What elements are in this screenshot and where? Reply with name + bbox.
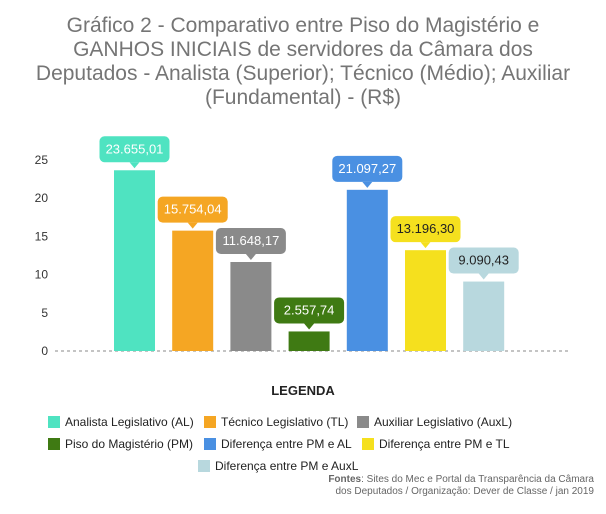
data-label-box xyxy=(215,228,286,255)
legend-label: Auxiliar Legislativo (AuxL) xyxy=(374,415,513,429)
data-label-pointer xyxy=(420,242,431,249)
data-label: 21.097,27 xyxy=(332,155,403,188)
y-tick-label: 0 xyxy=(41,344,48,358)
bar xyxy=(405,250,446,351)
y-tick-label: 10 xyxy=(35,268,49,282)
legend-item: Auxiliar Legislativo (AuxL) xyxy=(357,415,512,429)
data-label: 13.196,30 xyxy=(390,216,461,249)
bar xyxy=(114,170,155,351)
data-label-box xyxy=(332,155,403,182)
source-line2: dos Deputados / Organização: Dever de Cl… xyxy=(335,486,595,497)
legend-label: Técnico Legislativo (TL) xyxy=(221,415,349,429)
data-label: 11.648,17 xyxy=(215,228,286,261)
chart-title-line: (Fundamental) - (R$) xyxy=(204,86,402,109)
data-label-pointer xyxy=(187,222,198,229)
data-label-box xyxy=(274,297,345,324)
legend-item: Técnico Legislativo (TL) xyxy=(204,415,348,429)
legend-swatch xyxy=(204,416,216,428)
legend-swatch xyxy=(362,438,374,450)
legend-swatch xyxy=(204,438,216,450)
legend-label: Analista Legislativo (AL) xyxy=(65,415,194,429)
data-label-pointer xyxy=(478,273,489,280)
data-label-text: 13.196,30 xyxy=(397,221,455,236)
data-label-box xyxy=(390,216,461,243)
legend-item: Analista Legislativo (AL) xyxy=(48,415,194,429)
source-note: Fontes: Sites do Mec e Portal da Transpa… xyxy=(304,474,594,498)
chart-title-line: Gráfico 2 - Comparativo entre Piso do Ma… xyxy=(66,14,540,37)
data-label: 2.557,74 xyxy=(274,297,345,330)
chart-title-line: Deputados - Analista (Superior); Técnico… xyxy=(35,62,571,85)
data-label-pointer xyxy=(245,254,256,261)
data-label-pointer xyxy=(304,323,315,330)
legend-swatch xyxy=(357,416,369,428)
data-label-text: 23.655,01 xyxy=(106,141,164,156)
source-prefix: Fontes xyxy=(328,474,362,485)
y-tick-label: 5 xyxy=(41,306,48,320)
data-label-text: 2.557,74 xyxy=(284,302,335,317)
data-label: 15.754,04 xyxy=(157,196,228,229)
legend-item: Diferença entre PM e AL xyxy=(204,437,352,451)
data-label: 9.090,43 xyxy=(448,247,519,280)
data-label-text: 9.090,43 xyxy=(458,253,509,268)
legend-item: Piso do Magistério (PM) xyxy=(48,437,193,451)
legend-title: LEGENDA xyxy=(271,383,335,398)
bar xyxy=(172,230,214,351)
bar xyxy=(288,331,330,351)
chart-title: Gráfico 2 - Comparativo entre Piso do Ma… xyxy=(0,14,606,110)
legend-item: Diferença entre PM e TL xyxy=(362,437,510,451)
source-line1: : Sites do Mec e Portal da Transparência… xyxy=(361,474,594,485)
legend-swatch xyxy=(48,438,60,450)
data-label-text: 11.648,17 xyxy=(222,233,279,248)
data-label-pointer xyxy=(362,181,373,188)
legend-label: Diferença entre PM e TL xyxy=(379,437,510,451)
bar xyxy=(463,281,505,351)
bar xyxy=(230,262,272,351)
y-tick-label: 20 xyxy=(35,191,49,205)
data-label-text: 21.097,27 xyxy=(338,161,396,176)
data-label-box xyxy=(99,136,170,163)
legend-swatch xyxy=(198,460,210,472)
legend-label: Diferença entre PM e AuxL xyxy=(215,459,359,473)
data-label: 23.655,01 xyxy=(99,136,170,169)
legend-swatch xyxy=(48,416,60,428)
data-label-box xyxy=(448,247,519,274)
legend-item: Diferença entre PM e AuxL xyxy=(198,459,358,473)
y-tick-label: 15 xyxy=(35,229,49,243)
legend-label: Diferença entre PM e AL xyxy=(221,437,352,451)
data-label-box xyxy=(157,196,228,223)
data-label-pointer xyxy=(129,162,140,169)
legend-label: Piso do Magistério (PM) xyxy=(65,437,194,451)
data-label-text: 15.754,04 xyxy=(164,202,222,217)
y-tick-label: 25 xyxy=(35,153,49,167)
bar xyxy=(346,189,388,351)
chart-title-line: GANHOS INICIAIS de servidores da Câmara … xyxy=(73,38,533,61)
bar-chart: 0 5 10 15 20 25 23.655,01 15.754,04 11.648,17 2.5… xyxy=(35,136,570,358)
